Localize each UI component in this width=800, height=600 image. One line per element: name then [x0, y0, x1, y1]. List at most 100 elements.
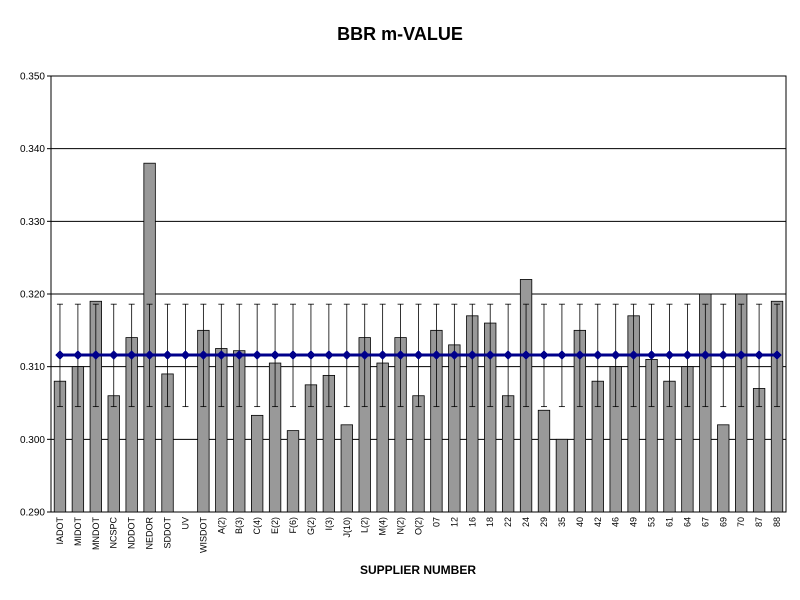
x-tick-label: O(2) — [414, 517, 424, 535]
average-marker — [216, 350, 227, 360]
average-marker — [718, 350, 729, 360]
x-tick-label: 64 — [682, 517, 692, 527]
average-marker — [377, 350, 388, 360]
x-tick-label: MNDOT — [91, 517, 101, 550]
average-marker — [90, 350, 101, 360]
bar — [340, 424, 353, 513]
x-tick-label: 49 — [629, 517, 639, 527]
average-marker — [449, 350, 460, 360]
x-tick-label: 67 — [700, 517, 710, 527]
x-tick-label: B(3) — [234, 517, 244, 534]
x-tick-label: NEDOR — [145, 517, 155, 550]
bar — [251, 414, 264, 513]
bar — [501, 395, 515, 513]
bar — [412, 395, 425, 513]
x-tick-label: IADOT — [55, 517, 65, 545]
x-tick-label: M(4) — [378, 517, 388, 536]
average-marker — [144, 350, 155, 360]
x-tick-label: MIDOT — [73, 517, 83, 546]
x-tick-label: 07 — [431, 517, 441, 527]
average-marker — [324, 350, 334, 360]
average-marker — [306, 350, 316, 360]
average-marker — [610, 350, 621, 360]
x-tick-label: 16 — [467, 517, 477, 527]
x-tick-label: 12 — [449, 517, 459, 527]
average-marker — [521, 350, 531, 360]
bar — [537, 409, 551, 513]
bar — [717, 424, 730, 513]
average-marker — [682, 350, 693, 360]
x-axis-title: SUPPLIER NUMBER — [360, 563, 476, 577]
average-marker — [234, 350, 245, 360]
x-tick-label: E(2) — [270, 517, 280, 534]
x-tick-label: 40 — [575, 517, 585, 527]
average-marker — [413, 350, 424, 360]
average-marker — [557, 350, 567, 360]
bar — [286, 430, 300, 513]
x-tick-label: WISDOT — [198, 517, 208, 553]
average-marker — [126, 350, 137, 360]
average-marker — [395, 350, 406, 360]
average-marker — [359, 350, 370, 360]
x-tick-label: 35 — [557, 517, 567, 527]
x-tick-label: NDDOT — [127, 517, 137, 549]
x-tick-label: 61 — [664, 517, 674, 527]
x-tick-label: A(2) — [216, 517, 226, 534]
x-tick-label: UV — [180, 517, 190, 530]
x-tick-label: J(10) — [342, 517, 352, 538]
average-marker — [485, 350, 496, 360]
x-tick-label: I(3) — [324, 517, 334, 531]
average-marker — [736, 350, 747, 360]
average-marker — [772, 350, 782, 360]
x-tick-label: N(2) — [396, 517, 406, 535]
y-tick-label: 0.330 — [20, 217, 45, 228]
x-tick-label: 88 — [772, 517, 782, 527]
y-tick-label: 0.340 — [20, 144, 45, 155]
average-marker — [341, 350, 352, 360]
average-marker — [431, 350, 442, 360]
plot-layer: 0.290 0.300 0.310 0.320 0.330 0.340 0.350 IADOT… — [20, 72, 787, 553]
y-tick-label: 0.310 — [20, 362, 45, 373]
x-tick-label: SDDOT — [163, 516, 173, 548]
average-marker — [198, 350, 209, 360]
x-tick-label: L(2) — [360, 517, 370, 533]
average-marker — [592, 350, 603, 360]
chart-title: BBR m-VALUE — [337, 24, 463, 44]
x-tick-label: NCSPC — [109, 517, 119, 549]
average-marker — [503, 350, 513, 360]
average-marker — [288, 350, 298, 360]
average-marker — [754, 350, 764, 360]
x-tick-label: C(4) — [252, 517, 262, 535]
bar — [107, 395, 120, 513]
average-marker — [628, 350, 639, 360]
average-marker — [467, 350, 478, 360]
average-marker — [162, 350, 173, 360]
average-marker — [180, 350, 191, 360]
x-tick-label: 22 — [503, 517, 513, 527]
x-tick-label: 87 — [754, 517, 764, 527]
y-tick-label: 0.350 — [20, 72, 45, 83]
average-marker — [574, 350, 585, 360]
x-tick-label: 18 — [485, 517, 495, 527]
x-tick-label: 42 — [593, 517, 603, 527]
average-marker — [108, 350, 119, 360]
average-marker — [539, 350, 549, 360]
average-marker — [700, 350, 711, 360]
bar — [555, 438, 569, 513]
x-tick-label: 24 — [521, 517, 531, 527]
y-tick-label: 0.300 — [20, 435, 45, 446]
x-tick-label: 70 — [736, 517, 746, 527]
average-marker — [73, 350, 83, 360]
x-tick-label: F(6) — [288, 517, 298, 534]
x-tick-label: 46 — [611, 517, 621, 527]
x-tick-label: 69 — [718, 517, 728, 527]
y-tick-label: 0.320 — [20, 290, 45, 301]
average-marker — [270, 350, 280, 360]
average-marker — [55, 350, 65, 360]
average-marker — [252, 350, 263, 360]
x-tick-label: 29 — [539, 517, 549, 527]
x-tick-label: 53 — [647, 517, 657, 527]
average-marker — [664, 350, 675, 360]
